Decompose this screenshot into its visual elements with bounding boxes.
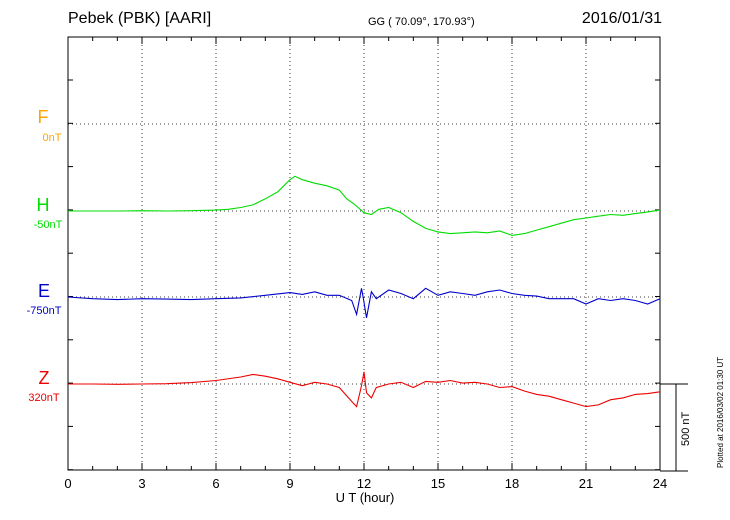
component-offset-z: 320nT — [28, 392, 60, 404]
plotted-timestamp: Plotted at 2016/03/02 01:30 UT — [716, 356, 725, 468]
component-label-h: H — [36, 195, 50, 215]
x-tick-label: 21 — [578, 476, 594, 491]
component-offset-h: -50nT — [33, 219, 63, 231]
component-label-z: Z — [38, 368, 50, 388]
component-label-e: E — [37, 281, 50, 301]
x-axis-label: U T (hour) — [335, 490, 395, 505]
x-tick-label: 3 — [138, 476, 146, 491]
component-label-f: F — [37, 107, 49, 127]
x-tick-label: 12 — [356, 476, 372, 491]
x-tick-label: 18 — [504, 476, 520, 491]
series-line-z — [68, 371, 661, 408]
series-line-h — [68, 175, 661, 236]
component-offset-e: -750nT — [26, 305, 62, 317]
series-line-e — [67, 287, 661, 319]
x-tick-label: 6 — [212, 476, 220, 491]
x-tick-label: 0 — [64, 476, 72, 491]
plot-date: 2016/01/31 — [581, 10, 662, 27]
x-tick-label: 24 — [652, 476, 668, 491]
geographic-coords: GG ( 70.09°, 170.93°) — [368, 16, 475, 28]
x-tick-label: 15 — [430, 476, 446, 491]
scale-bar-label: 500 nT — [680, 411, 692, 446]
station-title: Pebek (PBK) [AARI] — [68, 10, 212, 27]
x-tick-label: 9 — [286, 476, 294, 491]
component-offset-f: 0nT — [42, 132, 62, 144]
